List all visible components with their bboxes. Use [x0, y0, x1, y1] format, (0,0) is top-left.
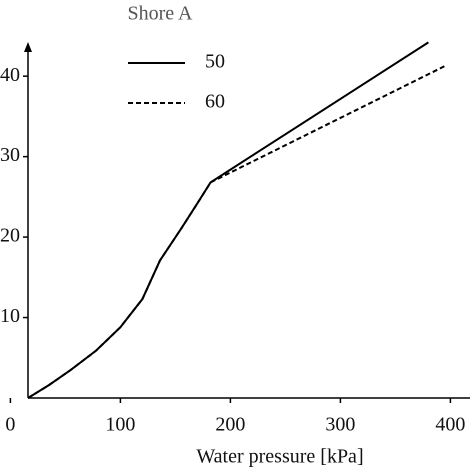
y-tick-label: 10 [0, 305, 20, 327]
x-tick-label: 200 [215, 414, 245, 436]
y-tick-label: 30 [0, 144, 20, 166]
y-tick-label: 40 [0, 64, 20, 86]
x-tick-label: 300 [325, 414, 355, 436]
line-series [27, 64, 448, 399]
x-axis-label: Water pressure [kPa] [196, 446, 363, 468]
x-tick-label: 100 [105, 414, 135, 436]
legend-label: 50 [205, 51, 225, 73]
x-tick-label: 0 [5, 414, 15, 436]
y-axis-arrow [24, 42, 32, 52]
line-series [27, 41, 429, 399]
legend-title: Shore A [128, 3, 194, 25]
legend-label: 60 [205, 91, 225, 113]
x-tick-label: 400 [435, 414, 465, 436]
y-tick-label: 20 [0, 225, 20, 247]
